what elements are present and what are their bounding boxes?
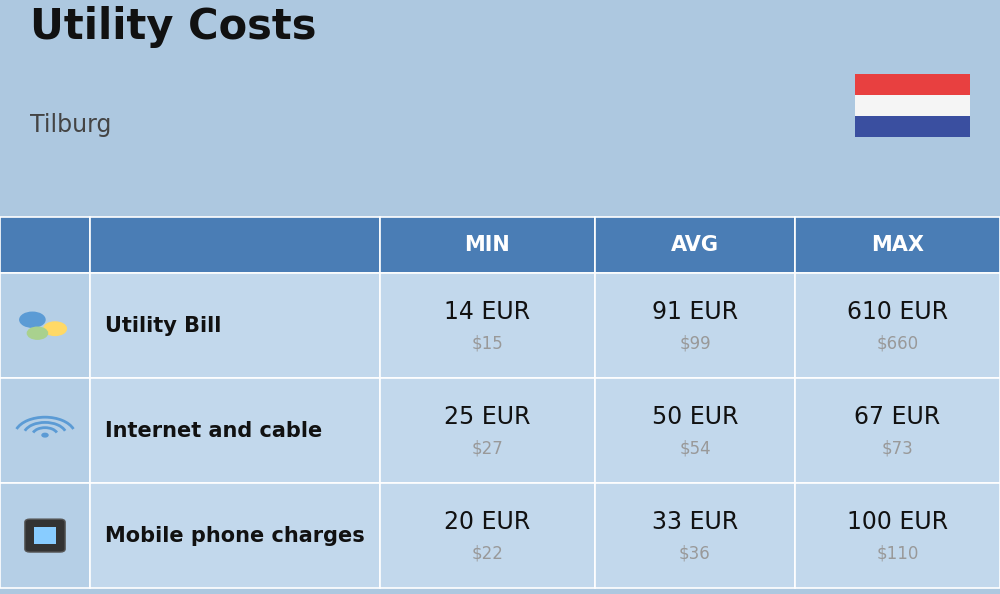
- Text: 50 EUR: 50 EUR: [652, 405, 738, 429]
- Text: 610 EUR: 610 EUR: [847, 300, 948, 324]
- Bar: [90, 273, 380, 378]
- Bar: [0, 217, 90, 273]
- Bar: [855, 95, 970, 116]
- Text: 100 EUR: 100 EUR: [847, 510, 948, 534]
- Bar: [595, 378, 795, 483]
- Text: 91 EUR: 91 EUR: [652, 300, 738, 324]
- Bar: [795, 378, 1000, 483]
- Text: $660: $660: [876, 334, 919, 352]
- Circle shape: [44, 322, 66, 336]
- Bar: [0, 273, 90, 378]
- Bar: [595, 273, 795, 378]
- Text: 25 EUR: 25 EUR: [444, 405, 531, 429]
- Text: 67 EUR: 67 EUR: [854, 405, 941, 429]
- Bar: [380, 378, 595, 483]
- Bar: [90, 483, 380, 588]
- Text: 14 EUR: 14 EUR: [444, 300, 531, 324]
- Text: $110: $110: [876, 544, 919, 563]
- Text: 33 EUR: 33 EUR: [652, 510, 738, 534]
- Bar: [855, 74, 970, 95]
- Circle shape: [20, 312, 45, 327]
- Bar: [795, 217, 1000, 273]
- Text: MIN: MIN: [465, 235, 510, 255]
- Text: $27: $27: [472, 440, 503, 457]
- Circle shape: [42, 434, 48, 437]
- Text: Mobile phone charges: Mobile phone charges: [105, 526, 365, 546]
- Text: 20 EUR: 20 EUR: [444, 510, 531, 534]
- FancyBboxPatch shape: [25, 519, 65, 552]
- Text: $36: $36: [679, 544, 711, 563]
- Text: $15: $15: [472, 334, 503, 352]
- Bar: [380, 483, 595, 588]
- Text: AVG: AVG: [671, 235, 719, 255]
- Text: Tilburg: Tilburg: [30, 113, 111, 137]
- Text: $99: $99: [679, 334, 711, 352]
- Text: $73: $73: [882, 440, 913, 457]
- Text: Utility Costs: Utility Costs: [30, 5, 316, 48]
- Bar: [90, 378, 380, 483]
- Circle shape: [27, 327, 48, 339]
- Bar: [0, 483, 90, 588]
- Bar: [595, 483, 795, 588]
- Bar: [380, 273, 595, 378]
- Text: $22: $22: [472, 544, 503, 563]
- Text: MAX: MAX: [871, 235, 924, 255]
- Bar: [380, 217, 595, 273]
- Text: Utility Bill: Utility Bill: [105, 315, 221, 336]
- Bar: [0, 378, 90, 483]
- Text: $54: $54: [679, 440, 711, 457]
- Bar: [595, 217, 795, 273]
- Bar: [34, 527, 56, 544]
- Bar: [90, 217, 380, 273]
- Bar: [855, 116, 970, 137]
- Text: Internet and cable: Internet and cable: [105, 421, 322, 441]
- Bar: [795, 483, 1000, 588]
- Bar: [795, 273, 1000, 378]
